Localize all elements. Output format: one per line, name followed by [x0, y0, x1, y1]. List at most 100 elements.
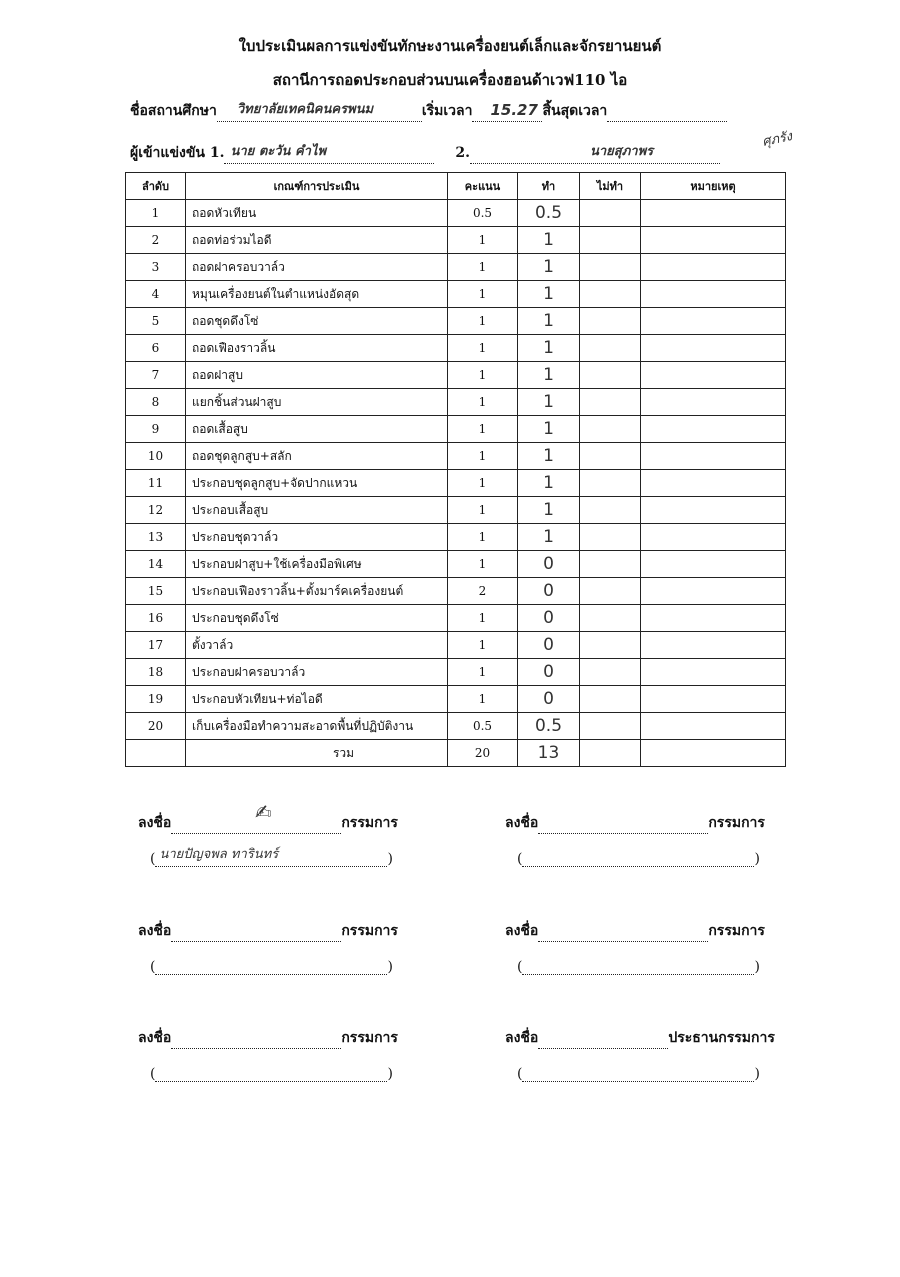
row-done[interactable]: 0 — [517, 631, 580, 659]
row-done[interactable]: 1 — [517, 523, 580, 551]
start-field[interactable]: 15.27 — [472, 101, 543, 122]
row-done[interactable]: 0 — [517, 577, 580, 605]
row-not-done[interactable] — [579, 577, 641, 605]
row-done[interactable]: 1 — [517, 388, 580, 416]
row-remarks[interactable] — [640, 604, 786, 632]
row-remarks[interactable] — [640, 550, 786, 578]
row-remarks[interactable] — [640, 307, 786, 335]
row-remarks[interactable] — [640, 199, 786, 227]
row-remarks[interactable] — [640, 685, 786, 713]
row-no: 18 — [125, 658, 186, 686]
row-not-done[interactable] — [579, 334, 641, 362]
signature-field[interactable] — [171, 1030, 342, 1049]
table-row: 19 ประกอบหัวเทียน+ท่อไอดี 1 0 — [125, 685, 786, 713]
row-remarks[interactable] — [640, 415, 786, 443]
row-not-done[interactable] — [579, 712, 641, 740]
row-remarks[interactable] — [640, 253, 786, 281]
row-not-done[interactable] — [579, 604, 641, 632]
competitor2-field[interactable]: นายสุภาพร — [469, 144, 720, 164]
table-row: 3 ถอดฝาครอบวาล์ว 1 1 — [125, 253, 786, 281]
row-done[interactable]: 1 — [517, 361, 580, 389]
row-criteria: ถอดชุดดึงโซ่ — [185, 307, 448, 335]
total-done[interactable]: 13 — [517, 739, 580, 767]
competitor1-field[interactable]: นาย ตะวัน คำไพ — [224, 144, 435, 164]
school-value: วิทยาลัยเทคนิคนครพนม — [236, 102, 374, 117]
row-remarks[interactable] — [640, 388, 786, 416]
row-remarks[interactable] — [640, 334, 786, 362]
row-score: 1 — [447, 334, 518, 362]
name-field[interactable] — [155, 956, 388, 975]
signature-field[interactable] — [538, 923, 709, 942]
end-field[interactable] — [607, 103, 728, 122]
sign-label: ลงชื่อ — [505, 923, 539, 939]
row-no: 11 — [125, 469, 186, 497]
name-field[interactable] — [155, 1063, 388, 1082]
row-remarks[interactable] — [640, 226, 786, 254]
name-line: () — [517, 956, 760, 975]
row-remarks[interactable] — [640, 280, 786, 308]
start-label: เริ่มเวลา — [421, 103, 473, 119]
row-done[interactable]: 1 — [517, 469, 580, 497]
row-not-done[interactable] — [579, 253, 641, 281]
row-done[interactable]: 0 — [517, 604, 580, 632]
signature-field[interactable] — [538, 815, 709, 834]
row-done[interactable]: 1 — [517, 334, 580, 362]
name-field[interactable] — [522, 1063, 755, 1082]
signature-field[interactable] — [171, 923, 342, 942]
row-not-done[interactable] — [579, 550, 641, 578]
name-line: () — [517, 1063, 760, 1082]
name-field[interactable] — [522, 848, 755, 867]
row-done[interactable]: 0 — [517, 550, 580, 578]
col-score: คะแนน — [447, 172, 518, 200]
row-not-done[interactable] — [579, 280, 641, 308]
row-done[interactable]: 0.5 — [517, 712, 580, 740]
row-remarks[interactable] — [640, 469, 786, 497]
row-done[interactable]: 1 — [517, 307, 580, 335]
row-done[interactable]: 0.5 — [517, 199, 580, 227]
row-done[interactable]: 1 — [517, 280, 580, 308]
row-done[interactable]: 1 — [517, 415, 580, 443]
row-remarks[interactable] — [640, 361, 786, 389]
row-not-done[interactable] — [579, 307, 641, 335]
row-done[interactable]: 0 — [517, 685, 580, 713]
signature-field[interactable] — [538, 1030, 669, 1049]
row-not-done[interactable] — [579, 199, 641, 227]
role-label: กรรมการ — [341, 815, 398, 831]
row-not-done[interactable] — [579, 496, 641, 524]
row-done[interactable]: 1 — [517, 442, 580, 470]
row-remarks[interactable] — [640, 496, 786, 524]
row-not-done[interactable] — [579, 226, 641, 254]
row-criteria: ประกอบชุดลูกสูบ+จัดปากแหวน — [185, 469, 448, 497]
name-line: (นายปัญจพล ทารินทร์) — [150, 847, 393, 867]
competitor2-extra: ศุภรัง — [760, 129, 794, 150]
row-not-done[interactable] — [579, 388, 641, 416]
school-field[interactable]: วิทยาลัยเทคนิคนครพนม — [216, 102, 422, 122]
name-field[interactable]: นายปัญจพล ทารินทร์ — [155, 847, 388, 867]
row-not-done[interactable] — [579, 523, 641, 551]
row-done[interactable]: 0 — [517, 658, 580, 686]
row-remarks[interactable] — [640, 712, 786, 740]
row-done[interactable]: 1 — [517, 253, 580, 281]
row-no: 14 — [125, 550, 186, 578]
row-remarks[interactable] — [640, 658, 786, 686]
name-line: () — [150, 956, 393, 975]
row-not-done[interactable] — [579, 631, 641, 659]
row-remarks[interactable] — [640, 523, 786, 551]
row-not-done[interactable] — [579, 658, 641, 686]
row-remarks[interactable] — [640, 577, 786, 605]
name-field[interactable] — [522, 956, 755, 975]
row-done[interactable]: 1 — [517, 226, 580, 254]
row-remarks[interactable] — [640, 442, 786, 470]
end-label: สิ้นสุดเวลา — [542, 103, 608, 119]
row-no: 15 — [125, 577, 186, 605]
row-not-done[interactable] — [579, 685, 641, 713]
signature-field[interactable] — [171, 815, 342, 834]
row-not-done[interactable] — [579, 415, 641, 443]
row-not-done[interactable] — [579, 442, 641, 470]
role-label: กรรมการ — [708, 815, 765, 831]
row-not-done[interactable] — [579, 361, 641, 389]
row-remarks[interactable] — [640, 631, 786, 659]
row-not-done[interactable] — [579, 469, 641, 497]
evaluation-table: ลำดับ เกณฑ์การประเมิน คะแนน ทำ ไม่ทำ หมา… — [125, 172, 786, 767]
row-done[interactable]: 1 — [517, 496, 580, 524]
